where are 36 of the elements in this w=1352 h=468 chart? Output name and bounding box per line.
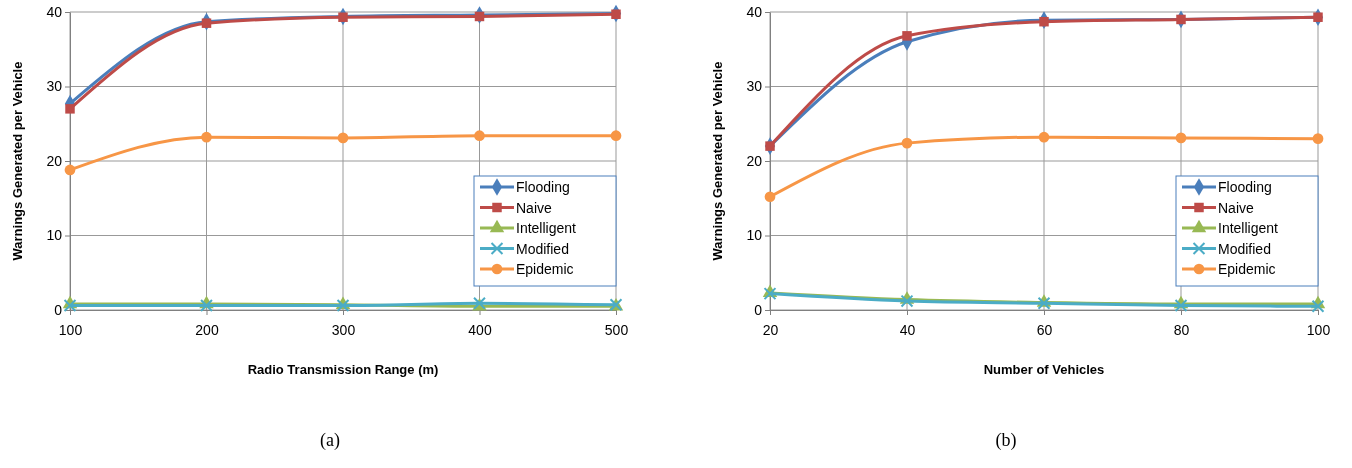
legend-label: Flooding: [1218, 179, 1272, 195]
y-tick-label: 10: [46, 227, 63, 244]
y-tick-label: 20: [46, 152, 63, 169]
y-tick-label: 0: [754, 301, 763, 318]
y-tick-label: 40: [746, 3, 763, 20]
y-axis-title: Warnings Generated per Vehicle: [10, 61, 25, 261]
x-axis-title: Radio Transmission Range (m): [247, 362, 439, 377]
legend-label: Epidemic: [1218, 261, 1276, 277]
x-tick-label: 60: [1036, 321, 1053, 338]
x-tick-label: 500: [604, 321, 629, 338]
x-tick-label: 400: [468, 321, 492, 338]
legend-label: Naive: [1218, 199, 1255, 216]
x-tick-label: 20: [762, 321, 779, 338]
legend-label: Epidemic: [516, 261, 574, 277]
text: (a): [320, 430, 340, 451]
y-tick-label: 20: [746, 152, 763, 169]
text: (b): [995, 430, 1017, 451]
x-tick-label: 100: [1306, 321, 1331, 338]
legend-label: Intelligent: [516, 220, 577, 236]
y-axis-title: Warnings Generated per Vehicle: [710, 61, 725, 261]
x-tick-label: 80: [1173, 321, 1190, 338]
x-axis-title: Number of Vehicles: [983, 362, 1105, 377]
y-tick-label: 30: [46, 78, 63, 95]
x-tick-label: 300: [331, 321, 356, 338]
legend-label: Modified: [1218, 240, 1271, 257]
legend-label: Naive: [516, 199, 553, 216]
y-tick-label: 30: [746, 78, 763, 95]
y-tick-label: 40: [46, 3, 63, 20]
x-tick-label: 100: [58, 321, 83, 338]
legend-label: Flooding: [516, 179, 570, 195]
x-tick-label: 40: [899, 321, 916, 338]
legend-label: Modified: [516, 240, 569, 257]
y-tick-label: 0: [54, 301, 63, 318]
y-tick-label: 10: [746, 227, 763, 244]
legend-label: Intelligent: [1218, 220, 1279, 236]
x-tick-label: 200: [195, 321, 219, 338]
